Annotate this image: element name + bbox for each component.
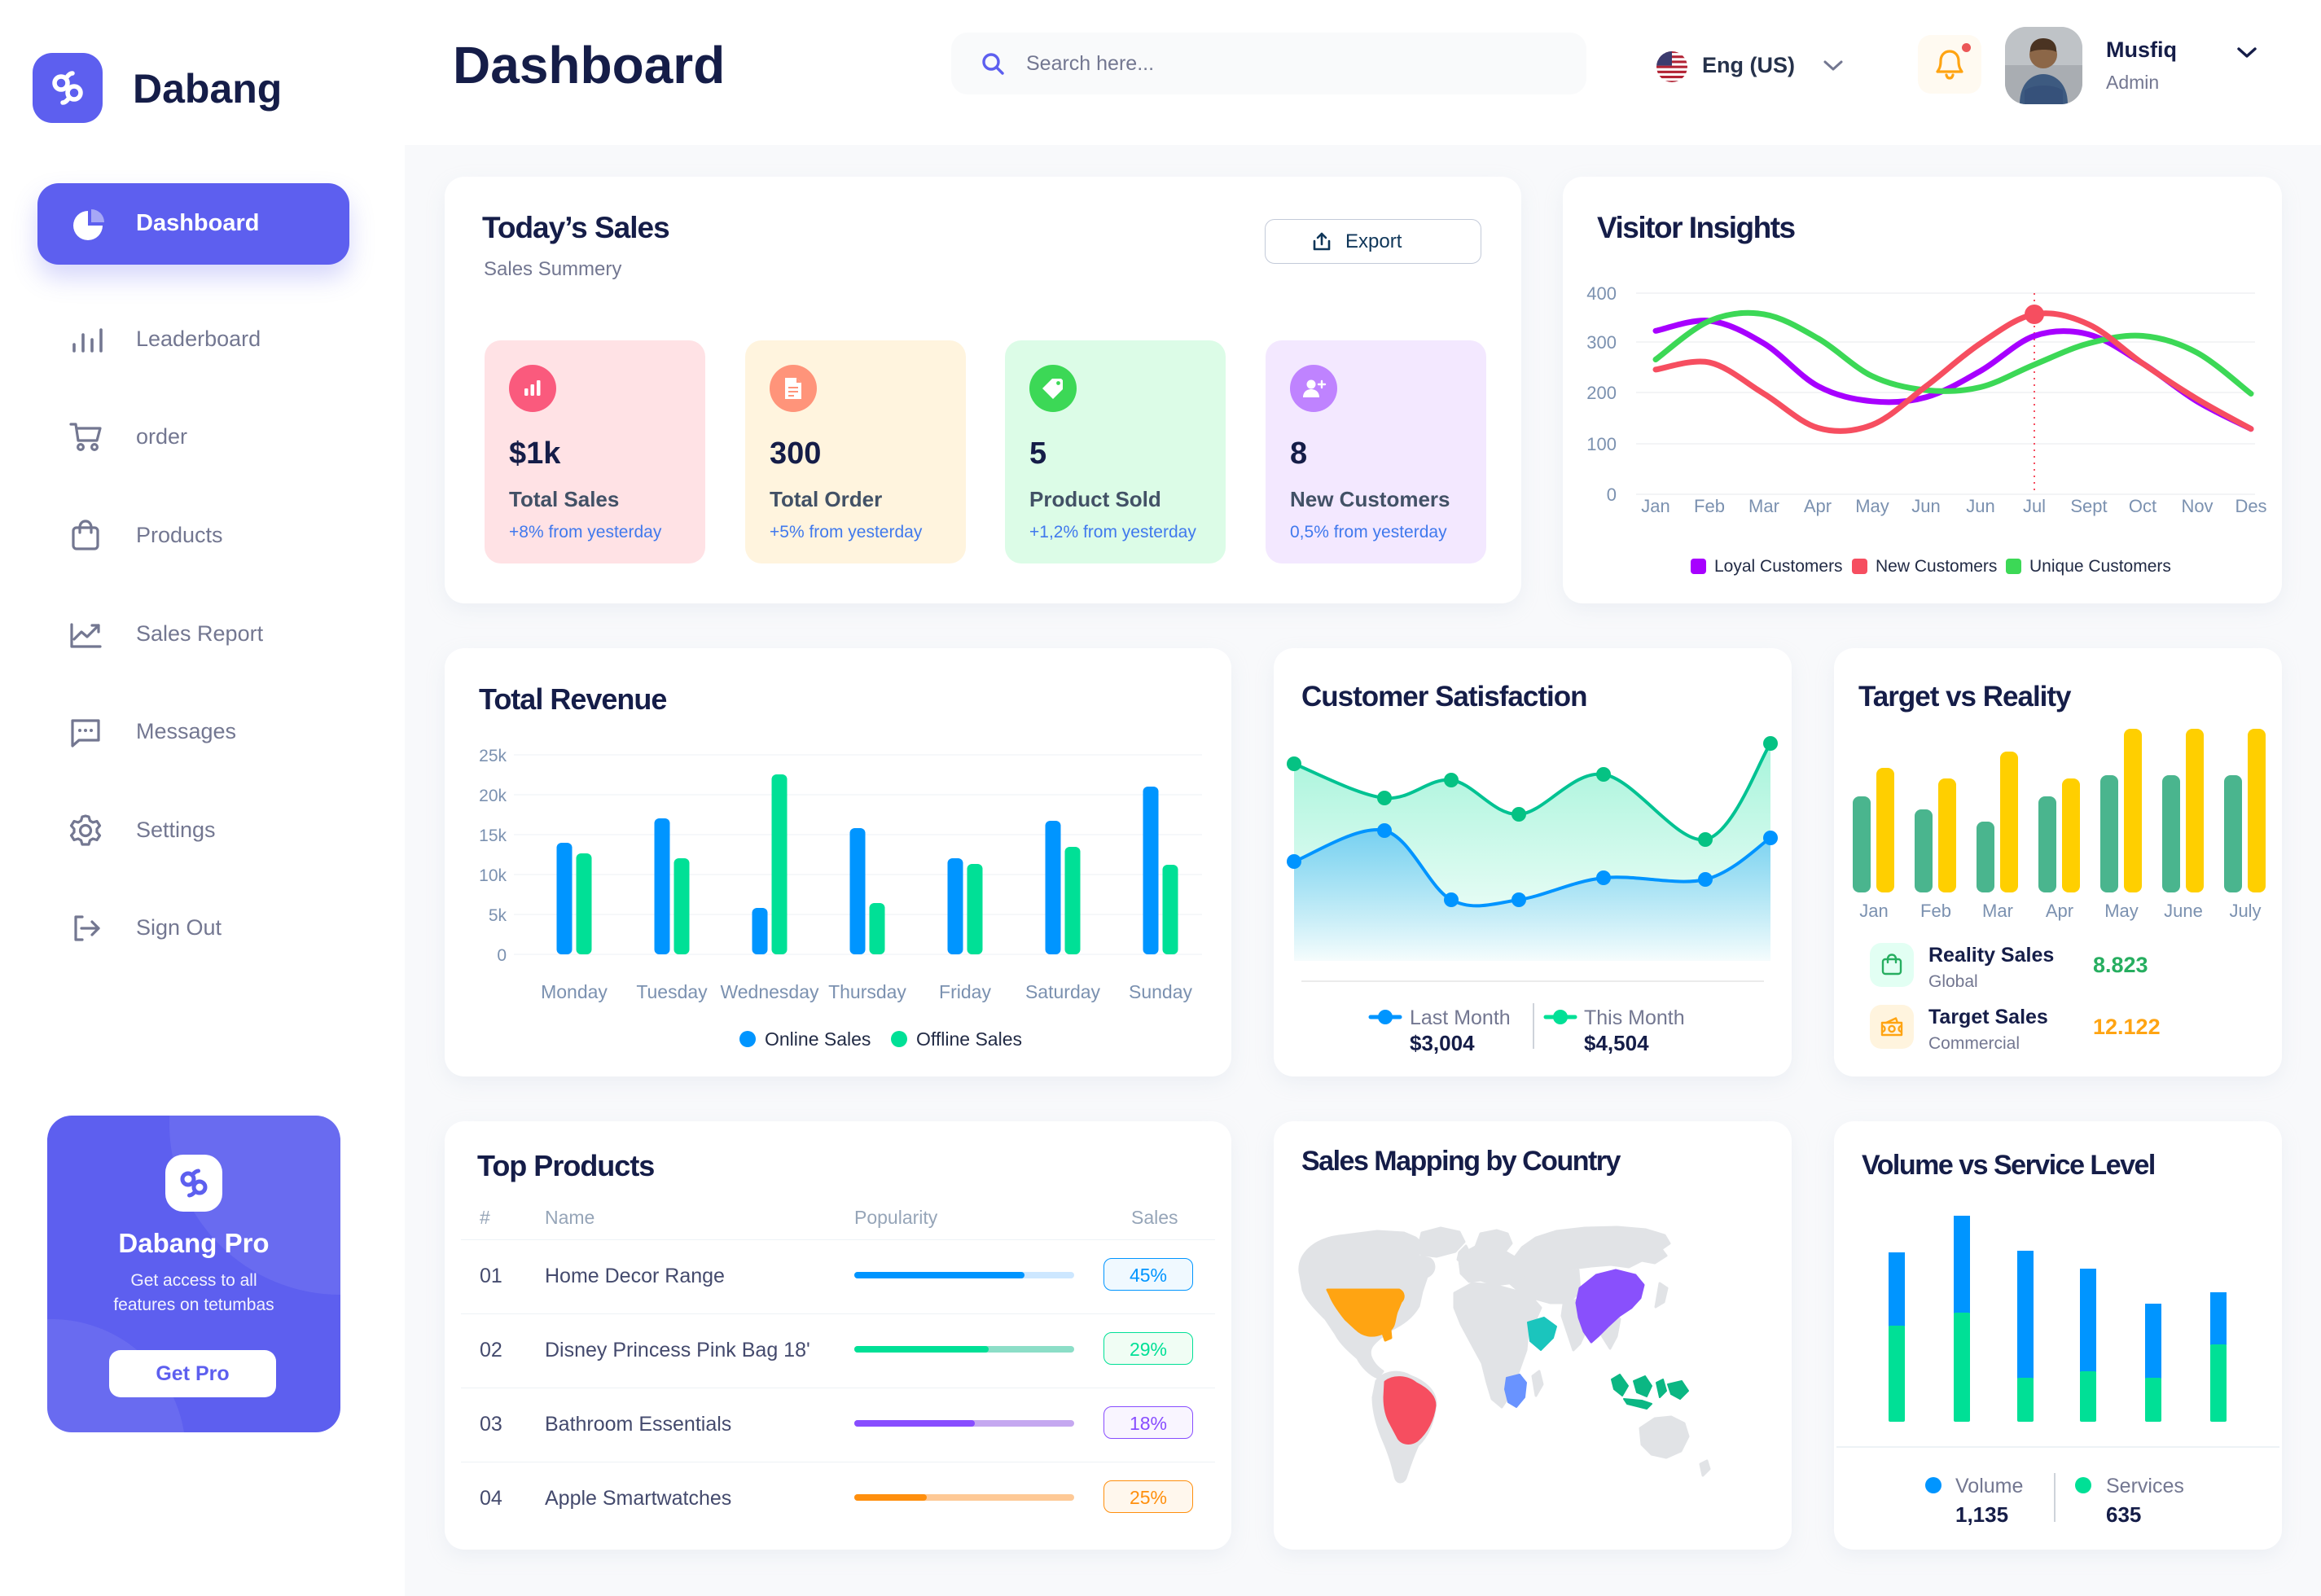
svg-text:Apr: Apr: [1804, 496, 1832, 516]
svg-text:Jan: Jan: [1859, 901, 1888, 921]
svg-text:Last Month: Last Month: [1410, 1006, 1511, 1029]
svg-text:Feb: Feb: [1920, 901, 1951, 921]
svg-text:Nov: Nov: [2181, 496, 2213, 516]
svg-text:100: 100: [1586, 434, 1617, 454]
svg-text:0: 0: [1607, 484, 1617, 505]
svg-text:Loyal Customers: Loyal Customers: [1714, 557, 1843, 576]
svg-text:Jan: Jan: [1641, 496, 1669, 516]
svg-text:Sept: Sept: [2070, 496, 2107, 516]
svg-text:400: 400: [1586, 283, 1617, 304]
svg-text:300: 300: [1586, 332, 1617, 353]
svg-text:Online Sales: Online Sales: [765, 1028, 871, 1050]
svg-text:Friday: Friday: [939, 981, 991, 1002]
svg-text:Feb: Feb: [1694, 496, 1725, 516]
svg-text:25k: 25k: [479, 747, 507, 765]
svg-text:This Month: This Month: [1584, 1006, 1685, 1029]
svg-text:$3,004: $3,004: [1410, 1031, 1475, 1055]
svg-text:May: May: [2104, 901, 2139, 921]
svg-text:Mar: Mar: [1982, 901, 2013, 921]
svg-text:Jun: Jun: [1966, 496, 1994, 516]
svg-text:Volume: Volume: [1955, 1475, 2023, 1497]
svg-text:15k: 15k: [479, 826, 507, 845]
svg-text:Sunday: Sunday: [1129, 981, 1193, 1002]
svg-text:5k: 5k: [489, 906, 507, 925]
svg-text:May: May: [1855, 496, 1889, 516]
svg-text:635: 635: [2106, 1502, 2141, 1527]
svg-text:Jun: Jun: [1911, 496, 1940, 516]
svg-text:July: July: [2229, 901, 2261, 921]
svg-text:200: 200: [1586, 383, 1617, 403]
svg-text:Mar: Mar: [1748, 496, 1779, 516]
svg-text:Jul: Jul: [2023, 496, 2046, 516]
svg-text:June: June: [2164, 901, 2203, 921]
svg-text:1,135: 1,135: [1955, 1502, 2008, 1527]
svg-text:Monday: Monday: [541, 981, 608, 1002]
svg-text:20k: 20k: [479, 787, 507, 805]
svg-text:Saturday: Saturday: [1025, 981, 1101, 1002]
svg-text:New Customers: New Customers: [1876, 557, 1997, 576]
svg-text:$4,504: $4,504: [1584, 1031, 1649, 1055]
svg-text:Oct: Oct: [2129, 496, 2156, 516]
svg-text:Tuesday: Tuesday: [636, 981, 708, 1002]
svg-text:Offline Sales: Offline Sales: [916, 1028, 1022, 1050]
svg-text:Wednesday: Wednesday: [720, 981, 819, 1002]
svg-text:Des: Des: [2235, 496, 2266, 516]
svg-text:Apr: Apr: [2046, 901, 2073, 921]
svg-text:0: 0: [497, 946, 507, 965]
svg-text:10k: 10k: [479, 866, 507, 885]
svg-text:Unique Customers: Unique Customers: [2029, 557, 2171, 576]
svg-text:Thursday: Thursday: [828, 981, 906, 1002]
svg-text:Services: Services: [2106, 1475, 2184, 1497]
